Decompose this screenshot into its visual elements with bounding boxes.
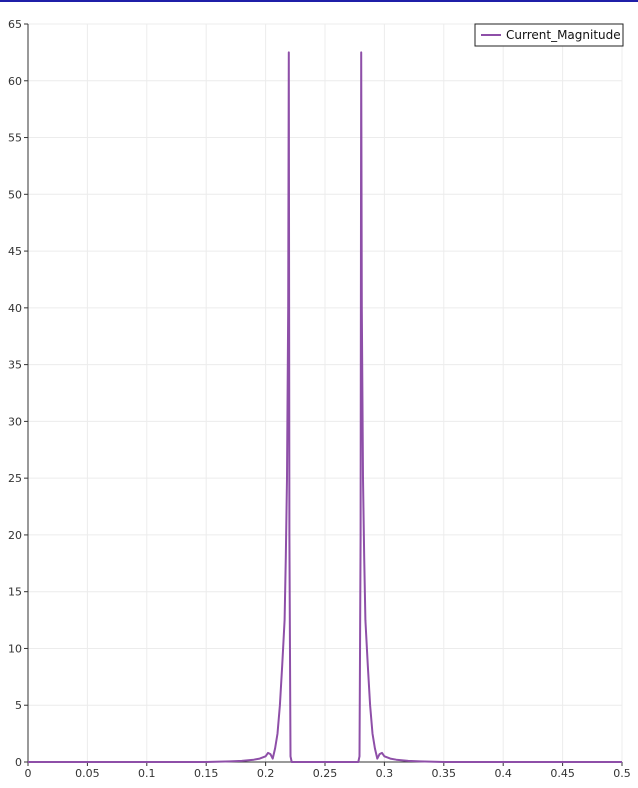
x-tick-label: 0.1	[138, 767, 156, 780]
top-border	[0, 0, 638, 2]
y-tick-label: 25	[8, 472, 22, 485]
x-axis-ticks: 0 0.05 0.1 0.15 0.2 0.25 0.3 0.35 0.4 0.45 0.5	[25, 762, 631, 780]
y-tick-label: 30	[8, 415, 22, 428]
y-axis-ticks: 0 5 10 15 20 25 30 35 40 45 50 55 60 65	[8, 18, 28, 769]
y-tick-label: 20	[8, 529, 22, 542]
legend[interactable]: Current_Magnitude	[474, 23, 624, 47]
y-tick-label: 5	[15, 699, 22, 712]
x-tick-label: 0.2	[257, 767, 275, 780]
legend-label: Current_Magnitude	[506, 28, 621, 42]
x-tick-label: 0.15	[194, 767, 219, 780]
y-tick-label: 10	[8, 642, 22, 655]
y-tick-label: 60	[8, 75, 22, 88]
y-tick-label: 50	[8, 188, 22, 201]
y-tick-label: 65	[8, 18, 22, 31]
x-tick-label: 0.5	[613, 767, 631, 780]
series-line-0	[28, 51, 622, 763]
x-tick-label: 0.45	[550, 767, 575, 780]
y-tick-label: 15	[8, 586, 22, 599]
y-tick-label: 0	[15, 756, 22, 769]
x-tick-label: 0.4	[494, 767, 512, 780]
x-tick-label: 0.35	[432, 767, 457, 780]
grid-lines	[28, 23, 623, 762]
x-tick-label: 0.05	[75, 767, 100, 780]
x-tick-label: 0.25	[313, 767, 338, 780]
x-tick-label: 0.3	[376, 767, 394, 780]
legend-box	[474, 23, 624, 47]
x-tick-label: 0	[25, 767, 32, 780]
series-layer	[28, 51, 622, 763]
y-tick-label: 35	[8, 359, 22, 372]
y-tick-label: 40	[8, 302, 22, 315]
y-tick-label: 55	[8, 132, 22, 145]
y-tick-label: 45	[8, 245, 22, 258]
